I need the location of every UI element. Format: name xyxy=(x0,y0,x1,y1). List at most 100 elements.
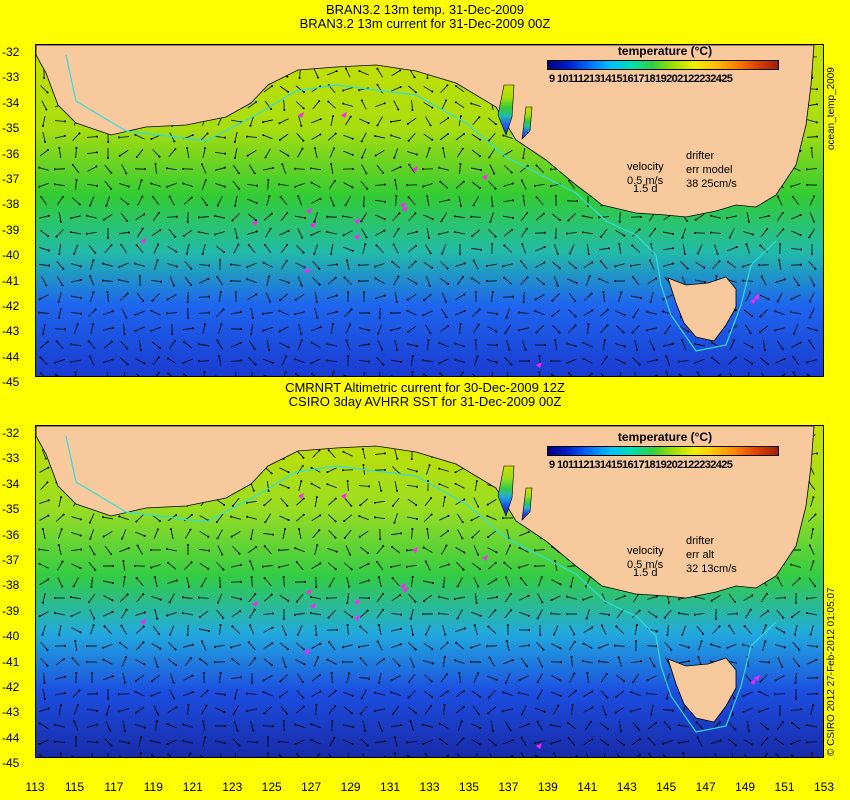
current-arrow xyxy=(330,323,334,335)
current-arrow-head xyxy=(351,137,354,140)
current-arrow xyxy=(199,628,209,632)
current-arrow-head xyxy=(567,721,570,724)
current-arrow xyxy=(566,232,578,234)
top-spencer-gulf xyxy=(497,84,515,136)
current-arrow-head xyxy=(518,329,521,332)
current-arrow xyxy=(394,292,398,302)
current-arrow xyxy=(407,755,412,757)
current-arrow-head xyxy=(75,147,78,150)
current-arrow xyxy=(56,229,64,237)
lon-tick: 119 xyxy=(143,780,163,794)
current-arrow xyxy=(40,357,48,365)
current-arrow xyxy=(426,228,430,238)
current-arrow-head xyxy=(157,243,160,246)
current-arrow xyxy=(71,295,81,299)
current-arrow xyxy=(280,674,288,682)
current-arrow xyxy=(392,705,400,715)
current-arrow-head xyxy=(526,276,529,279)
current-arrow-head xyxy=(315,704,318,707)
current-arrow-head xyxy=(135,155,138,158)
bottom-map-panel[interactable] xyxy=(35,425,824,758)
current-arrow xyxy=(632,610,640,618)
current-arrow-head xyxy=(286,648,289,651)
top-map-panel[interactable] xyxy=(35,44,824,377)
current-arrow xyxy=(73,577,79,587)
current-arrow-head xyxy=(751,743,754,746)
current-arrow-head xyxy=(345,259,348,262)
current-arrow-head xyxy=(799,248,802,251)
current-arrow-head xyxy=(44,140,47,143)
current-arrow-head xyxy=(454,101,457,104)
current-arrow-head xyxy=(70,343,73,346)
current-arrow xyxy=(58,705,62,715)
current-arrow-head xyxy=(751,594,754,597)
current-arrow xyxy=(214,135,226,139)
current-arrow-head xyxy=(294,743,297,746)
current-arrow-head xyxy=(383,294,386,297)
current-arrow-head xyxy=(747,729,750,732)
current-arrow-head xyxy=(330,163,333,166)
current-arrow-head xyxy=(255,184,258,187)
current-arrow-head xyxy=(198,596,201,599)
current-arrow-head xyxy=(171,332,174,335)
current-arrow xyxy=(743,262,753,268)
current-arrow xyxy=(790,264,802,266)
top-drifters xyxy=(140,112,760,368)
current-arrow xyxy=(567,596,577,600)
current-arrow-head xyxy=(313,252,316,255)
current-arrow xyxy=(552,325,560,333)
current-arrow-head xyxy=(734,728,737,731)
current-arrow-head xyxy=(234,291,237,294)
current-arrow xyxy=(362,721,366,731)
current-arrow-head xyxy=(535,196,538,199)
current-arrow-head xyxy=(363,291,366,294)
current-arrow-head xyxy=(671,342,674,345)
current-arrow xyxy=(168,340,176,350)
current-arrow xyxy=(568,309,576,317)
lat-tick: -38 xyxy=(2,197,20,212)
current-arrow-head xyxy=(230,515,233,518)
current-arrow xyxy=(570,704,574,716)
current-arrow xyxy=(119,149,129,157)
current-arrow xyxy=(618,243,622,255)
current-arrow xyxy=(54,328,66,330)
current-arrow xyxy=(217,340,223,350)
current-arrow xyxy=(42,116,46,126)
current-arrow xyxy=(230,360,242,362)
current-arrow xyxy=(442,497,446,507)
current-arrow-head xyxy=(782,616,785,619)
current-arrow-head xyxy=(374,710,377,713)
current-arrow-head xyxy=(318,449,321,452)
current-arrow-head xyxy=(478,308,481,311)
current-arrow xyxy=(216,562,224,570)
current-arrow-head xyxy=(143,663,146,666)
current-arrow-head xyxy=(438,233,441,236)
current-arrow-head xyxy=(271,626,274,629)
current-arrow-head xyxy=(463,262,466,265)
current-arrow xyxy=(328,610,336,618)
current-arrow xyxy=(536,642,544,650)
current-arrow-head xyxy=(231,219,234,222)
current-arrow xyxy=(198,597,210,599)
current-arrow xyxy=(539,371,541,376)
current-arrow xyxy=(86,151,98,155)
current-arrow xyxy=(600,356,608,366)
current-arrow xyxy=(522,147,526,159)
current-arrow-head xyxy=(255,741,258,744)
current-arrow xyxy=(90,292,94,302)
current-arrow-head xyxy=(95,741,98,744)
current-arrow xyxy=(283,372,287,376)
current-arrow-head xyxy=(346,624,349,627)
current-arrow-head xyxy=(536,681,539,684)
current-arrow xyxy=(743,231,753,235)
current-arrow xyxy=(231,564,241,568)
current-arrow-head xyxy=(398,664,401,667)
current-arrow xyxy=(343,691,353,697)
current-arrow xyxy=(72,133,80,141)
current-arrow xyxy=(218,291,222,303)
current-arrow-head xyxy=(806,168,809,171)
current-arrow-head xyxy=(783,631,786,634)
current-arrow-head xyxy=(475,480,478,483)
current-arrow xyxy=(439,342,449,348)
current-arrow-head xyxy=(638,753,641,756)
